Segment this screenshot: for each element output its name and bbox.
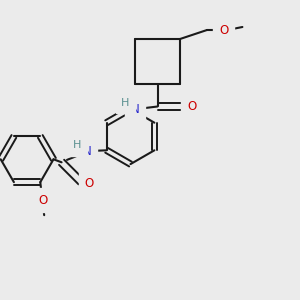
Text: O: O <box>219 23 228 37</box>
Text: N: N <box>130 103 140 116</box>
Text: O: O <box>85 177 94 190</box>
Text: H: H <box>73 140 82 150</box>
Text: N: N <box>83 145 92 158</box>
Text: O: O <box>187 100 196 113</box>
Text: H: H <box>121 98 130 108</box>
Text: O: O <box>38 194 47 207</box>
